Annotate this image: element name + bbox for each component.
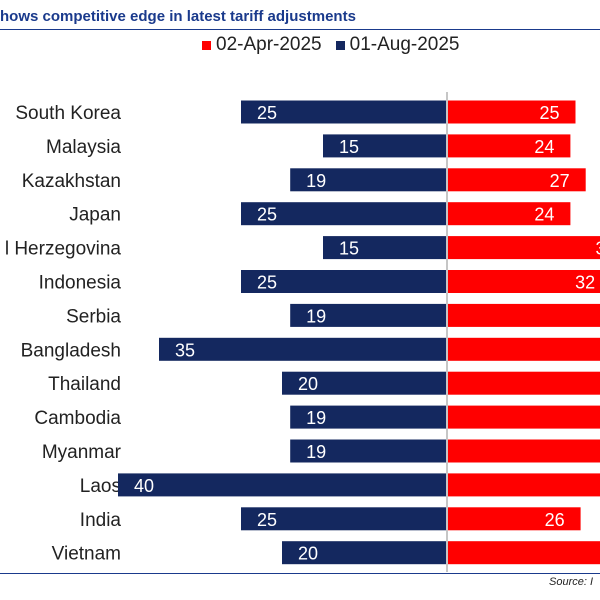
bar-apr <box>448 270 600 293</box>
bar-label-aug: 19 <box>306 408 326 428</box>
bar-apr <box>448 168 586 192</box>
bar-label-aug: 15 <box>339 137 359 157</box>
legend-swatch-aug <box>335 40 345 50</box>
category-label: Cambodia <box>34 408 121 429</box>
legend: 02-Apr-2025 01-Aug-2025 <box>202 34 460 56</box>
bar-aug <box>323 134 446 158</box>
bar-apr <box>448 507 581 531</box>
bar-label-apr: 25 <box>539 103 559 123</box>
bar-label-aug: 15 <box>339 239 359 259</box>
bar-aug <box>241 202 446 226</box>
category-label: Vietnam <box>52 544 121 565</box>
bar-label-aug: 25 <box>257 273 277 293</box>
bar-aug <box>241 100 446 124</box>
category-label: South Korea <box>15 103 121 124</box>
bar-label-aug: 25 <box>257 510 277 530</box>
bar-label-apr: 24 <box>534 137 554 157</box>
bar-aug <box>290 168 446 192</box>
bar-label-aug: 25 <box>257 205 277 225</box>
bar-label-aug: 20 <box>298 374 318 394</box>
legend-item-apr: 02-Apr-2025 <box>202 34 322 56</box>
bar-apr <box>448 100 576 124</box>
bar-aug <box>290 405 446 429</box>
category-label: India <box>80 510 122 531</box>
bar-label-aug: 19 <box>306 442 326 462</box>
bar-label-aug: 19 <box>306 306 326 326</box>
category-label: Serbia <box>66 306 121 327</box>
bar-aug <box>323 236 446 260</box>
category-label: Myanmar <box>42 442 122 463</box>
bar-apr <box>448 303 600 327</box>
bar-aug <box>159 337 446 361</box>
legend-swatch-apr <box>202 40 211 50</box>
bottom-divider <box>0 573 600 574</box>
bar-label-aug: 40 <box>134 476 154 496</box>
bar-aug <box>241 270 446 293</box>
legend-label-aug: 01-Aug-2025 <box>349 34 460 55</box>
bar-apr <box>448 439 600 463</box>
bar-aug <box>290 303 446 327</box>
category-label: Kazakhstan <box>22 171 121 192</box>
bar-aug <box>282 541 446 565</box>
bar-aug <box>282 371 446 395</box>
category-label: l Herzegovina <box>5 239 122 260</box>
bar-apr <box>448 236 600 260</box>
bar-apr <box>448 337 600 361</box>
bar-label-aug: 25 <box>257 103 277 123</box>
category-label: Bangladesh <box>21 340 121 361</box>
bar-apr <box>448 473 600 497</box>
source-note: Source: I <box>549 576 594 588</box>
bar-apr <box>448 371 600 395</box>
bar-label-apr: 26 <box>545 510 565 530</box>
bar-apr <box>448 405 600 429</box>
title-divider <box>0 29 600 30</box>
category-label: Japan <box>69 205 121 226</box>
bar-label-aug: 35 <box>175 340 195 360</box>
tariff-chart: South Korea 25 25 Malaysia 15 24 Kazakhstan 19 2… <box>5 92 600 572</box>
category-label: Malaysia <box>46 137 121 158</box>
legend-label-apr: 02-Apr-2025 <box>216 34 322 55</box>
bar-label-aug: 20 <box>298 544 318 564</box>
legend-item-aug: 01-Aug-2025 <box>335 34 460 56</box>
bar-label-apr: 27 <box>550 171 570 191</box>
category-label: Laos <box>80 476 121 497</box>
bar-aug <box>290 439 446 463</box>
category-label: Indonesia <box>39 273 122 294</box>
category-label: Thailand <box>48 374 121 395</box>
bar-label-apr: 3 <box>595 239 600 259</box>
chart-title: hows competitive edge in latest tariff a… <box>0 8 356 25</box>
bar-apr <box>448 202 571 226</box>
bar-label-apr: 32 <box>575 273 595 293</box>
bar-label-aug: 19 <box>306 171 326 191</box>
bar-label-apr: 24 <box>534 205 554 225</box>
bar-apr <box>448 134 571 158</box>
bar-aug <box>118 473 446 497</box>
bar-apr <box>448 541 600 565</box>
bar-aug <box>241 507 446 531</box>
